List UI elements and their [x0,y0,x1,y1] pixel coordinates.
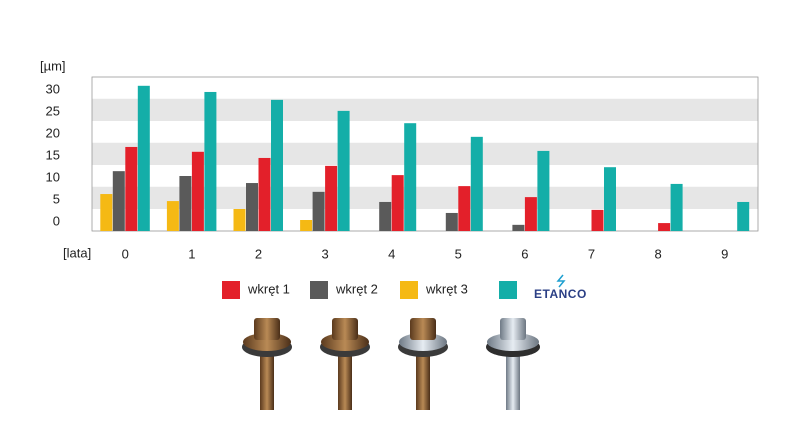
x-tick-label: 9 [721,246,728,261]
grid-band [92,99,758,121]
y-tick-label: 20 [46,125,60,140]
bar [300,220,313,231]
bar [512,224,525,231]
y-tick-label: 25 [46,103,60,118]
bar [737,201,750,231]
screw-photos [242,318,540,410]
legend-label: ETANCO [534,287,587,301]
bar [458,186,471,231]
bar [233,209,246,231]
x-tick-label: 7 [588,246,595,261]
x-tick-label: 8 [654,246,661,261]
x-tick-label: 6 [521,246,528,261]
x-tick-label: 5 [455,246,462,261]
bar [470,136,483,231]
x-tick-label: 1 [188,246,195,261]
bar [445,212,458,231]
legend-swatch [499,281,517,299]
bar [137,85,150,231]
y-tick-label: 0 [53,213,60,228]
y-tick-label: 10 [46,169,60,184]
bar [325,165,338,231]
bar [537,150,550,231]
bar [337,110,350,231]
y-tick-label: 30 [46,81,60,96]
legend-logo-mark [556,274,566,288]
bar [271,99,283,231]
x-axis-label: [lata] [63,245,91,260]
plot-frame [91,76,759,232]
legend-label: wkręt 3 [425,281,468,296]
bar [658,223,671,231]
bar [591,209,604,231]
legend-label: wkręt 1 [247,281,290,296]
y-axis-label: [µm] [40,58,66,73]
x-tick-label: 0 [122,246,129,261]
bar [379,201,392,231]
bar [166,201,179,231]
bar [312,191,325,231]
bar [246,183,258,231]
legend-label: wkręt 2 [335,281,378,296]
bar [670,183,683,231]
x-tick-label: 4 [388,246,395,261]
bar [524,197,537,231]
y-tick-label: 15 [46,147,60,162]
legend-swatch [400,281,418,299]
x-tick-label: 2 [255,246,262,261]
legend-swatch [310,281,328,299]
bar [604,167,616,231]
bar [391,175,404,231]
bar [404,123,417,231]
legend-swatch [222,281,240,299]
bar [258,157,271,231]
bar [204,91,217,232]
bar [191,151,204,231]
bar [125,146,138,231]
x-tick-label: 3 [321,246,328,261]
y-tick-label: 5 [53,191,60,206]
bar [179,176,192,231]
bar [100,194,113,231]
bar [112,171,125,231]
